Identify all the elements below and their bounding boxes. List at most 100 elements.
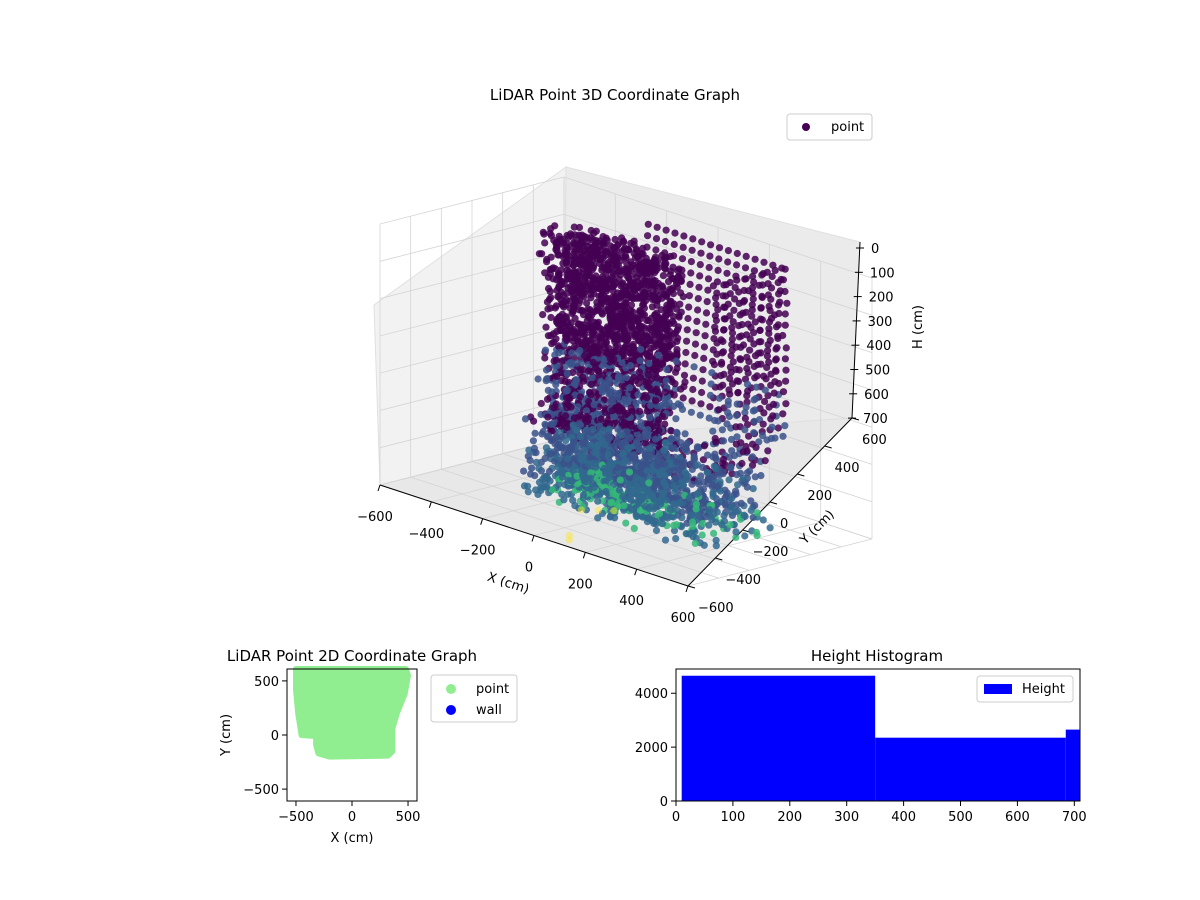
cloud-point [691, 340, 700, 348]
cloud-point [593, 245, 601, 253]
cloud-point [573, 472, 581, 480]
cloud-point [627, 326, 635, 334]
cloud-point [543, 483, 551, 491]
cloud-point [641, 277, 649, 285]
cloud-point [715, 255, 723, 263]
cloud-point [619, 492, 627, 500]
cloud-point [666, 505, 674, 513]
histogram-bar [875, 737, 1066, 801]
cloud-point [585, 367, 593, 375]
cloud-point [687, 258, 696, 266]
x-tick-mark-3d [634, 569, 638, 576]
cloud-point [602, 487, 610, 496]
cloud-point [639, 311, 647, 319]
cloud-point [621, 411, 629, 419]
cloud-point [634, 260, 642, 268]
cloud-point [671, 385, 680, 393]
cloud-point [576, 346, 584, 355]
cloud-point [688, 246, 696, 254]
cloud-point [662, 226, 670, 234]
cloud-point [569, 261, 578, 270]
cloud-point [706, 391, 715, 399]
cloud-point [551, 222, 559, 230]
cloud-point [588, 283, 596, 291]
cloud-point [714, 266, 722, 274]
cloud-point [751, 255, 759, 263]
cloud-point [719, 437, 728, 445]
cloud-point [639, 484, 648, 493]
cloud-point [626, 480, 634, 488]
cloud-point [612, 404, 620, 412]
cloud-point [583, 412, 591, 420]
cloud-point [632, 399, 640, 407]
cloud-point [584, 305, 592, 313]
cloud-point [699, 456, 708, 464]
cloud-point [611, 294, 620, 302]
cloud-point [620, 459, 628, 467]
cloud-point [574, 333, 582, 341]
outlier-point [565, 536, 573, 544]
cloud-point [685, 494, 693, 502]
cloud-point [742, 403, 750, 411]
cloud-point [580, 474, 588, 482]
cloud-point [720, 315, 728, 323]
cloud-point [700, 354, 708, 362]
cloud-point [599, 233, 607, 241]
cloud-point [621, 419, 629, 427]
cloud-point [646, 413, 654, 422]
cloud-point [756, 326, 764, 334]
cloud-point [620, 502, 628, 510]
cloud-point [604, 304, 613, 312]
cloud-point [675, 311, 683, 320]
cloud-point [655, 334, 664, 342]
x-tick-label-3d: 600 [671, 611, 696, 626]
cloud-point [731, 284, 739, 292]
cloud-point [541, 239, 549, 247]
cloud-point [593, 441, 602, 449]
cloud-point [661, 325, 669, 333]
cloud-point [622, 519, 630, 527]
z-tick-label-3d: 500 [865, 364, 890, 379]
histogram-legend-frame [976, 675, 1074, 703]
cloud-point [689, 385, 697, 394]
cloud-point [739, 309, 747, 317]
cloud-point [721, 500, 730, 508]
cloud-point [670, 240, 678, 248]
cloud-point [727, 352, 735, 360]
legend-2d-wall-label: wall [476, 703, 502, 718]
cloud-point [660, 478, 668, 486]
cloud-point [541, 346, 550, 354]
cloud-point [652, 385, 661, 393]
y-tick-label-3d: −200 [753, 545, 789, 560]
cloud-point [716, 383, 724, 391]
legend-3d-frame [786, 113, 873, 141]
cloud-point [727, 494, 736, 503]
cloud-point [746, 346, 754, 354]
cloud-point [567, 403, 575, 411]
cloud-point [521, 415, 530, 423]
cloud-point [751, 473, 759, 481]
cloud-point [656, 328, 664, 336]
cloud-point [590, 290, 598, 298]
cloud-point [728, 324, 736, 332]
cloud-point [618, 346, 626, 354]
cloud-point [611, 235, 619, 244]
cloud-point [596, 255, 605, 263]
cloud-point [605, 266, 614, 274]
cloud-point [737, 343, 745, 351]
cloud-point [658, 294, 666, 302]
histogram-x-tick-label: 700 [1062, 810, 1087, 825]
cloud-point [657, 500, 665, 508]
cloud-point [547, 265, 555, 273]
legend-2d-point-label: point [476, 682, 509, 697]
cloud-point [737, 332, 746, 340]
cloud-point [745, 432, 753, 440]
cloud-point [724, 397, 732, 405]
cloud-point [569, 421, 577, 429]
cloud-point [539, 311, 547, 319]
cloud-point [604, 450, 612, 458]
histogram-ticks: 0 100 200 300 400 500 600 700 0 2000 4000 [635, 687, 1087, 825]
cloud-point [678, 255, 687, 263]
cloud-point [683, 337, 691, 345]
histogram-y-tick-label: 0 [660, 795, 668, 810]
